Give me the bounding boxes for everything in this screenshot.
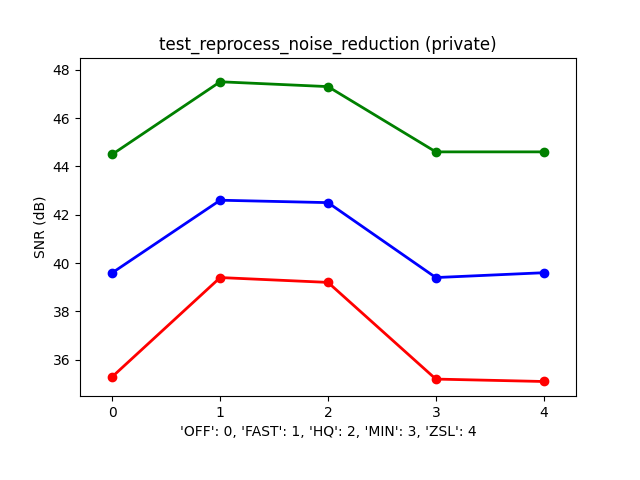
Title: test_reprocess_noise_reduction (private): test_reprocess_noise_reduction (private) xyxy=(159,35,497,54)
X-axis label: 'OFF': 0, 'FAST': 1, 'HQ': 2, 'MIN': 3, 'ZSL': 4: 'OFF': 0, 'FAST': 1, 'HQ': 2, 'MIN': 3, … xyxy=(180,425,476,439)
Y-axis label: SNR (dB): SNR (dB) xyxy=(33,195,47,258)
